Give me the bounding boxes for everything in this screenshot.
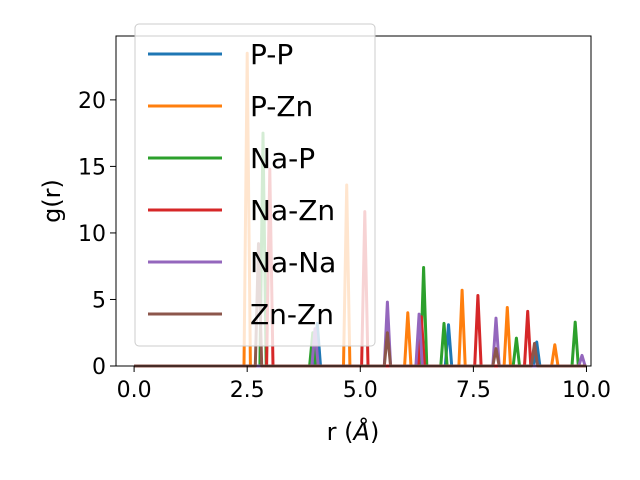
x-axis-label: r (Å) [327,417,380,446]
y-tick-label: 5 [92,288,106,313]
x-axis: 0.0 2.5 5.0 7.5 10.0 [117,366,611,403]
x-tick-label: 2.5 [230,378,265,403]
legend-label-zn-zn: Zn-Zn [250,298,334,331]
y-axis-label: g(r) [38,179,66,223]
legend-label-na-zn: Na-Zn [250,194,335,227]
y-tick-label: 0 [92,355,106,380]
y-tick-label: 20 [78,89,106,114]
legend-label-p-p: P-P [250,38,293,71]
legend-label-na-p: Na-P [250,142,315,175]
legend: P-P P-Zn Na-P Na-Zn Na-Na Zn-Zn [134,23,376,347]
x-tick-label: 7.5 [456,378,491,403]
x-tick-label: 0.0 [117,378,152,403]
x-tick-label: 5.0 [343,378,378,403]
legend-label-p-zn: P-Zn [250,90,313,123]
y-axis: 0 5 10 15 20 [78,89,116,380]
legend-label-na-na: Na-Na [250,246,336,279]
series-line-na-na [134,300,587,368]
y-tick-label: 15 [78,155,106,180]
y-tick-label: 10 [78,222,106,247]
x-tick-label: 10.0 [562,378,611,403]
